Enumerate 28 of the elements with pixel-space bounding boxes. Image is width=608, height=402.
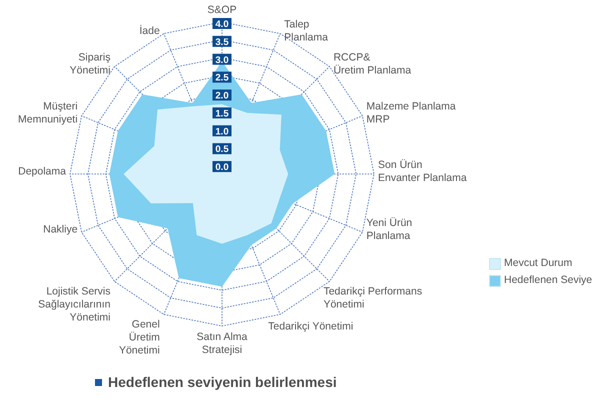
y-tick-label: 0.5 <box>215 144 230 156</box>
spoke-label: Yeni Ürün Planlama <box>366 217 412 242</box>
spoke-label: Nakliye <box>43 224 78 236</box>
spoke-label: İade <box>139 24 160 37</box>
y-tick-label: 3.5 <box>215 36 230 48</box>
y-tick-label: 0.0 <box>215 162 229 174</box>
y-tick-label: 1.0 <box>215 126 229 138</box>
text: Hedeflenen seviyenin belirlenmesi <box>108 374 337 390</box>
y-tick-label: 2.0 <box>215 90 229 102</box>
y-tick-label: 1.5 <box>215 108 230 120</box>
spoke-label: Lojistik Servis Sağlayıcılarının Yönetimi <box>38 285 111 324</box>
spoke-label: Talep Planlama <box>284 18 328 44</box>
legend-label: Mevcut Durum <box>504 256 572 271</box>
spoke-label: Satın Alma Stratejisi <box>196 330 248 356</box>
spoke-label: Sipariş Yönetimi <box>70 51 111 76</box>
spoke-label: Genel Üretim Yönetimi <box>118 318 160 356</box>
y-tick-label: 3.0 <box>215 54 229 66</box>
spoke-label: Son Ürün Envanter Planlama <box>378 158 467 184</box>
spoke-label: Malzeme Planlama MRP <box>366 100 456 126</box>
y-tick-label: 2.5 <box>215 72 230 84</box>
spoke-label: RCCP& Üretim Planlama <box>333 51 412 76</box>
spoke-label: Tedarikçi Performans Yönetimi <box>323 285 422 310</box>
spoke-label: Tedarikçi Yönetimi <box>268 320 354 332</box>
y-tick-label: 4.0 <box>215 19 229 30</box>
spoke-label: Müşteri Memnuniyeti <box>18 100 78 126</box>
spoke-label: S&OP <box>207 4 237 16</box>
legend-label: Hedeflenen Seviye <box>504 273 592 288</box>
spoke-label: Depolama <box>18 165 66 178</box>
